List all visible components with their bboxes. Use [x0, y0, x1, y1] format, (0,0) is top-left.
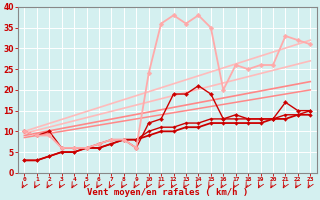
X-axis label: Vent moyen/en rafales ( km/h ): Vent moyen/en rafales ( km/h ) [87, 188, 248, 197]
